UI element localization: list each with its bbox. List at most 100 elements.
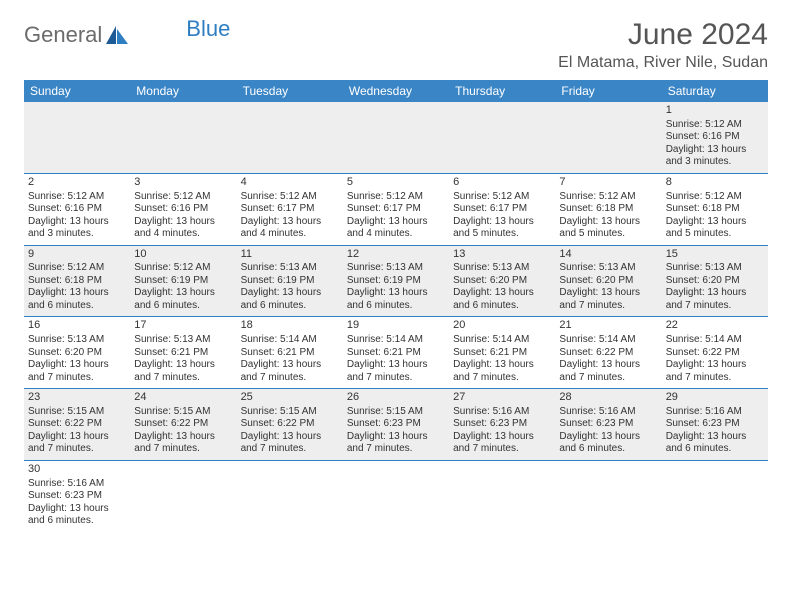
sunset-line: Sunset: 6:21 PM (241, 347, 339, 360)
calendar-week-row: 23Sunrise: 5:15 AMSunset: 6:22 PMDayligh… (24, 389, 768, 461)
daylight-line: Daylight: 13 hours and 6 minutes. (347, 287, 445, 312)
calendar-empty-cell (555, 460, 661, 531)
calendar-day-cell: 20Sunrise: 5:14 AMSunset: 6:21 PMDayligh… (449, 317, 555, 389)
sunrise-line: Sunrise: 5:15 AM (347, 406, 445, 419)
sunset-line: Sunset: 6:23 PM (666, 418, 764, 431)
daylight-line: Daylight: 13 hours and 6 minutes. (666, 431, 764, 456)
daylight-line: Daylight: 13 hours and 7 minutes. (666, 287, 764, 312)
calendar-empty-cell (130, 102, 236, 173)
calendar-week-row: 9Sunrise: 5:12 AMSunset: 6:18 PMDaylight… (24, 245, 768, 317)
daylight-line: Daylight: 13 hours and 7 minutes. (453, 431, 551, 456)
sunset-line: Sunset: 6:17 PM (241, 203, 339, 216)
calendar-day-cell: 22Sunrise: 5:14 AMSunset: 6:22 PMDayligh… (662, 317, 768, 389)
day-number: 8 (666, 176, 764, 190)
daylight-line: Daylight: 13 hours and 6 minutes. (559, 431, 657, 456)
sunset-line: Sunset: 6:17 PM (347, 203, 445, 216)
sunrise-line: Sunrise: 5:15 AM (241, 406, 339, 419)
sunset-line: Sunset: 6:20 PM (28, 347, 126, 360)
calendar-day-cell: 2Sunrise: 5:12 AMSunset: 6:16 PMDaylight… (24, 173, 130, 245)
calendar-day-cell: 15Sunrise: 5:13 AMSunset: 6:20 PMDayligh… (662, 245, 768, 317)
day-number: 11 (241, 248, 339, 262)
sunset-line: Sunset: 6:16 PM (28, 203, 126, 216)
calendar-day-cell: 30Sunrise: 5:16 AMSunset: 6:23 PMDayligh… (24, 460, 130, 531)
calendar-day-cell: 10Sunrise: 5:12 AMSunset: 6:19 PMDayligh… (130, 245, 236, 317)
calendar-day-cell: 24Sunrise: 5:15 AMSunset: 6:22 PMDayligh… (130, 389, 236, 461)
daylight-line: Daylight: 13 hours and 6 minutes. (28, 287, 126, 312)
calendar-day-cell: 21Sunrise: 5:14 AMSunset: 6:22 PMDayligh… (555, 317, 661, 389)
calendar-day-cell: 3Sunrise: 5:12 AMSunset: 6:16 PMDaylight… (130, 173, 236, 245)
weekday-header: Monday (130, 80, 236, 102)
weekday-header: Sunday (24, 80, 130, 102)
daylight-line: Daylight: 13 hours and 5 minutes. (453, 216, 551, 241)
day-number: 14 (559, 248, 657, 262)
sunset-line: Sunset: 6:16 PM (134, 203, 232, 216)
weekday-header: Wednesday (343, 80, 449, 102)
day-number: 26 (347, 391, 445, 405)
daylight-line: Daylight: 13 hours and 6 minutes. (241, 287, 339, 312)
day-number: 20 (453, 319, 551, 333)
calendar-body: 1Sunrise: 5:12 AMSunset: 6:16 PMDaylight… (24, 102, 768, 532)
day-number: 30 (28, 463, 126, 477)
day-number: 28 (559, 391, 657, 405)
calendar-empty-cell (237, 460, 343, 531)
calendar-week-row: 2Sunrise: 5:12 AMSunset: 6:16 PMDaylight… (24, 173, 768, 245)
day-number: 22 (666, 319, 764, 333)
sunrise-line: Sunrise: 5:16 AM (666, 406, 764, 419)
sunset-line: Sunset: 6:16 PM (666, 131, 764, 144)
daylight-line: Daylight: 13 hours and 4 minutes. (241, 216, 339, 241)
daylight-line: Daylight: 13 hours and 6 minutes. (28, 503, 126, 528)
sunset-line: Sunset: 6:21 PM (347, 347, 445, 360)
sunset-line: Sunset: 6:19 PM (347, 275, 445, 288)
sunrise-line: Sunrise: 5:15 AM (28, 406, 126, 419)
calendar-day-cell: 11Sunrise: 5:13 AMSunset: 6:19 PMDayligh… (237, 245, 343, 317)
day-number: 6 (453, 176, 551, 190)
weekday-header: Tuesday (237, 80, 343, 102)
calendar-empty-cell (130, 460, 236, 531)
daylight-line: Daylight: 13 hours and 7 minutes. (559, 287, 657, 312)
calendar-empty-cell (343, 460, 449, 531)
daylight-line: Daylight: 13 hours and 6 minutes. (134, 287, 232, 312)
calendar-day-cell: 5Sunrise: 5:12 AMSunset: 6:17 PMDaylight… (343, 173, 449, 245)
daylight-line: Daylight: 13 hours and 4 minutes. (347, 216, 445, 241)
daylight-line: Daylight: 13 hours and 7 minutes. (666, 359, 764, 384)
sunrise-line: Sunrise: 5:16 AM (453, 406, 551, 419)
calendar-day-cell: 13Sunrise: 5:13 AMSunset: 6:20 PMDayligh… (449, 245, 555, 317)
calendar-day-cell: 1Sunrise: 5:12 AMSunset: 6:16 PMDaylight… (662, 102, 768, 173)
daylight-line: Daylight: 13 hours and 7 minutes. (241, 359, 339, 384)
brand-logo: General Blue (24, 22, 230, 48)
calendar-day-cell: 8Sunrise: 5:12 AMSunset: 6:18 PMDaylight… (662, 173, 768, 245)
sunrise-line: Sunrise: 5:13 AM (453, 262, 551, 275)
calendar-table: SundayMondayTuesdayWednesdayThursdayFrid… (24, 80, 768, 532)
calendar-day-cell: 18Sunrise: 5:14 AMSunset: 6:21 PMDayligh… (237, 317, 343, 389)
calendar-day-cell: 17Sunrise: 5:13 AMSunset: 6:21 PMDayligh… (130, 317, 236, 389)
calendar-day-cell: 26Sunrise: 5:15 AMSunset: 6:23 PMDayligh… (343, 389, 449, 461)
sunset-line: Sunset: 6:19 PM (134, 275, 232, 288)
day-number: 21 (559, 319, 657, 333)
sunrise-line: Sunrise: 5:12 AM (134, 262, 232, 275)
calendar-day-cell: 28Sunrise: 5:16 AMSunset: 6:23 PMDayligh… (555, 389, 661, 461)
weekday-header: Saturday (662, 80, 768, 102)
daylight-line: Daylight: 13 hours and 7 minutes. (241, 431, 339, 456)
sunrise-line: Sunrise: 5:13 AM (666, 262, 764, 275)
day-number: 9 (28, 248, 126, 262)
daylight-line: Daylight: 13 hours and 5 minutes. (559, 216, 657, 241)
day-number: 4 (241, 176, 339, 190)
brand-name-part1: General (24, 22, 102, 48)
day-number: 17 (134, 319, 232, 333)
calendar-empty-cell (662, 460, 768, 531)
calendar-day-cell: 25Sunrise: 5:15 AMSunset: 6:22 PMDayligh… (237, 389, 343, 461)
day-number: 7 (559, 176, 657, 190)
sunset-line: Sunset: 6:23 PM (453, 418, 551, 431)
day-number: 13 (453, 248, 551, 262)
sunrise-line: Sunrise: 5:14 AM (559, 334, 657, 347)
sunset-line: Sunset: 6:23 PM (347, 418, 445, 431)
day-number: 16 (28, 319, 126, 333)
location-text: El Matama, River Nile, Sudan (558, 54, 768, 72)
sunrise-line: Sunrise: 5:12 AM (134, 191, 232, 204)
calendar-week-row: 16Sunrise: 5:13 AMSunset: 6:20 PMDayligh… (24, 317, 768, 389)
calendar-day-cell: 27Sunrise: 5:16 AMSunset: 6:23 PMDayligh… (449, 389, 555, 461)
daylight-line: Daylight: 13 hours and 7 minutes. (134, 431, 232, 456)
calendar-day-cell: 9Sunrise: 5:12 AMSunset: 6:18 PMDaylight… (24, 245, 130, 317)
weekday-header: Friday (555, 80, 661, 102)
calendar-empty-cell (449, 460, 555, 531)
